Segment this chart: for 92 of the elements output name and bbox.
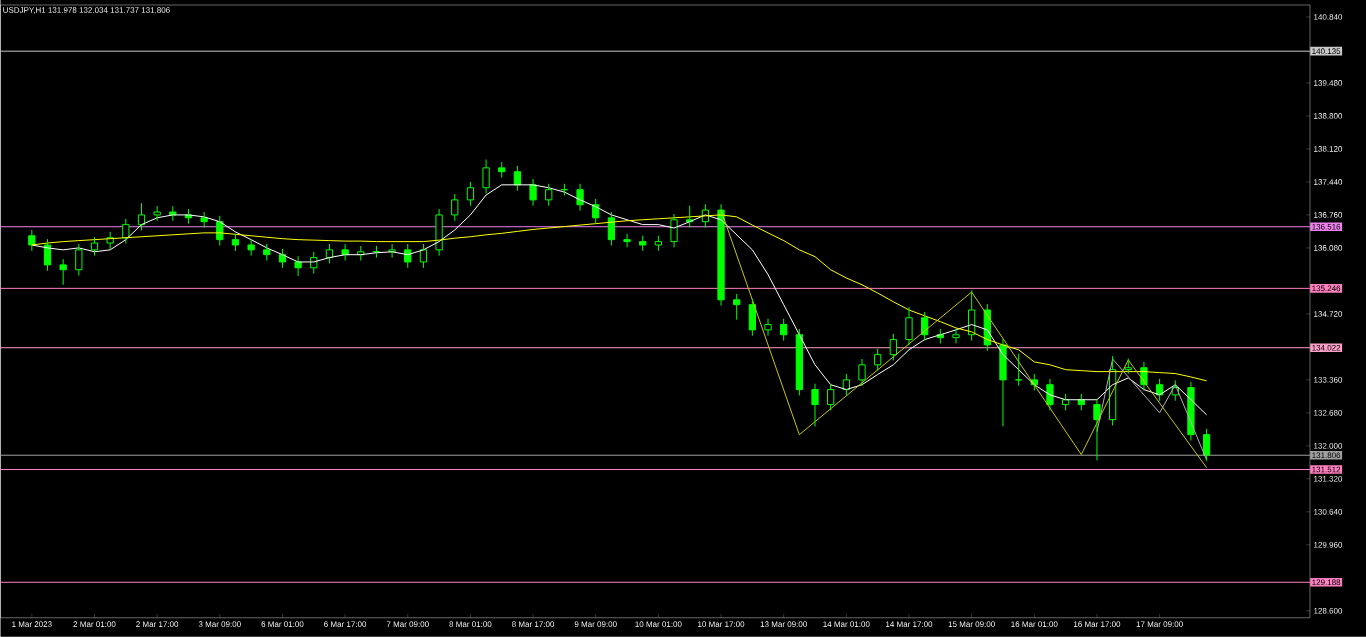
candlestick	[278, 248, 287, 269]
candlestick	[733, 293, 741, 321]
candlestick	[607, 211, 616, 247]
x-tick-label: 9 Mar 09:00	[574, 621, 617, 628]
candlestick	[748, 298, 756, 337]
x-tick-label: 16 Mar 01:00	[1011, 621, 1058, 628]
candlestick	[294, 255, 302, 277]
line-series	[720, 209, 1208, 469]
candlestick	[435, 208, 443, 257]
candlestick	[153, 205, 161, 222]
x-tick-label: 17 Mar 09:00	[1136, 621, 1183, 628]
y-tick-label: 136.760	[1314, 212, 1343, 218]
ref-line-label: 131.512	[1312, 466, 1341, 473]
candlestick	[592, 198, 600, 225]
candlestick	[451, 193, 459, 222]
candlestick	[623, 233, 631, 249]
candlestick	[59, 258, 67, 286]
ref-line-label: 135.246	[1312, 285, 1341, 292]
y-tick-label: 137.440	[1314, 179, 1343, 185]
candlestick	[905, 306, 913, 347]
y-tick-label: 130.640	[1314, 509, 1343, 515]
y-tick-label: 129.960	[1314, 542, 1343, 548]
ref-line-label: 136.516	[1312, 224, 1341, 230]
x-tick-label: 2 Mar 17:00	[136, 621, 179, 628]
y-tick-label: 138.120	[1314, 146, 1343, 152]
x-tick-label: 2 Mar 01:00	[73, 621, 116, 628]
candlestick	[780, 318, 788, 342]
x-tick-label: 6 Mar 01:00	[261, 621, 304, 628]
x-tick-label: 3 Mar 09:00	[198, 621, 241, 628]
x-tick-label: 10 Mar 01:00	[635, 621, 682, 628]
line-series	[1096, 358, 1208, 461]
y-tick-label: 139.480	[1314, 80, 1343, 86]
candlestick	[827, 383, 835, 412]
x-tick-label: 14 Mar 17:00	[886, 621, 933, 628]
y-tick-label: 128.600	[1314, 608, 1343, 614]
candlestick	[952, 328, 960, 345]
candlestick	[764, 318, 772, 337]
chart-title: USDJPY,H1 131.978 132.034 131.737 131.806	[3, 7, 170, 14]
candlestick	[717, 203, 725, 307]
y-tick-label: 132.680	[1314, 410, 1343, 416]
candlestick	[999, 338, 1007, 428]
candlestick	[654, 235, 663, 252]
candlestick	[404, 243, 412, 269]
candlestick	[122, 218, 130, 245]
candlestick	[1124, 358, 1132, 375]
candlestick	[811, 383, 819, 428]
y-tick-label: 140.840	[1314, 14, 1343, 20]
x-tick-label: 13 Mar 09:00	[760, 621, 807, 628]
candlestick	[529, 178, 537, 207]
candlestick	[576, 183, 584, 212]
candlestick	[137, 202, 146, 232]
ref-line-label: 134.022	[1312, 345, 1341, 351]
candlestick	[670, 213, 678, 249]
ref-line-label: 129.188	[1312, 579, 1341, 586]
ref-line-label: 131.806	[1312, 452, 1341, 459]
candlestick	[231, 233, 240, 252]
x-tick-label: 7 Mar 09:00	[386, 621, 429, 628]
candlestick	[419, 243, 428, 269]
candlestick	[90, 236, 99, 257]
candlestick	[247, 238, 255, 257]
ref-line-label: 140.135	[1312, 48, 1341, 55]
candlestick	[1202, 428, 1211, 462]
candlestick	[43, 238, 52, 272]
y-tick-label: 131.320	[1314, 476, 1343, 482]
candlestick	[498, 161, 506, 179]
y-tick-label: 136.080	[1314, 245, 1343, 251]
candlestick	[1093, 398, 1101, 461]
candlestick	[858, 358, 866, 387]
candlestick	[263, 243, 271, 262]
x-tick-label: 16 Mar 17:00	[1074, 621, 1121, 628]
candlestick	[75, 243, 83, 277]
x-tick-label: 6 Mar 17:00	[324, 621, 367, 628]
x-tick-label: 8 Mar 17:00	[512, 621, 555, 628]
candlestick	[639, 235, 647, 252]
y-tick-label: 132.000	[1314, 443, 1343, 449]
x-tick-label: 14 Mar 01:00	[823, 621, 870, 628]
y-tick-label: 134.720	[1314, 311, 1343, 317]
candlestick	[545, 183, 553, 207]
x-tick-label: 10 Mar 17:00	[698, 621, 745, 628]
x-tick-label: 8 Mar 01:00	[449, 621, 492, 628]
y-tick-label: 138.800	[1314, 113, 1343, 119]
candlestick	[1046, 378, 1054, 412]
y-tick-label: 133.360	[1314, 377, 1343, 383]
candlestick	[200, 211, 208, 229]
x-tick-label: 15 Mar 09:00	[948, 621, 995, 628]
x-tick-label: 1 Mar 2023	[12, 621, 52, 628]
candlestick	[28, 229, 36, 252]
candlestick	[482, 159, 490, 195]
candlestick	[466, 181, 475, 207]
candlestick	[889, 333, 897, 362]
candlestick	[874, 348, 882, 372]
candlestick	[795, 328, 803, 396]
